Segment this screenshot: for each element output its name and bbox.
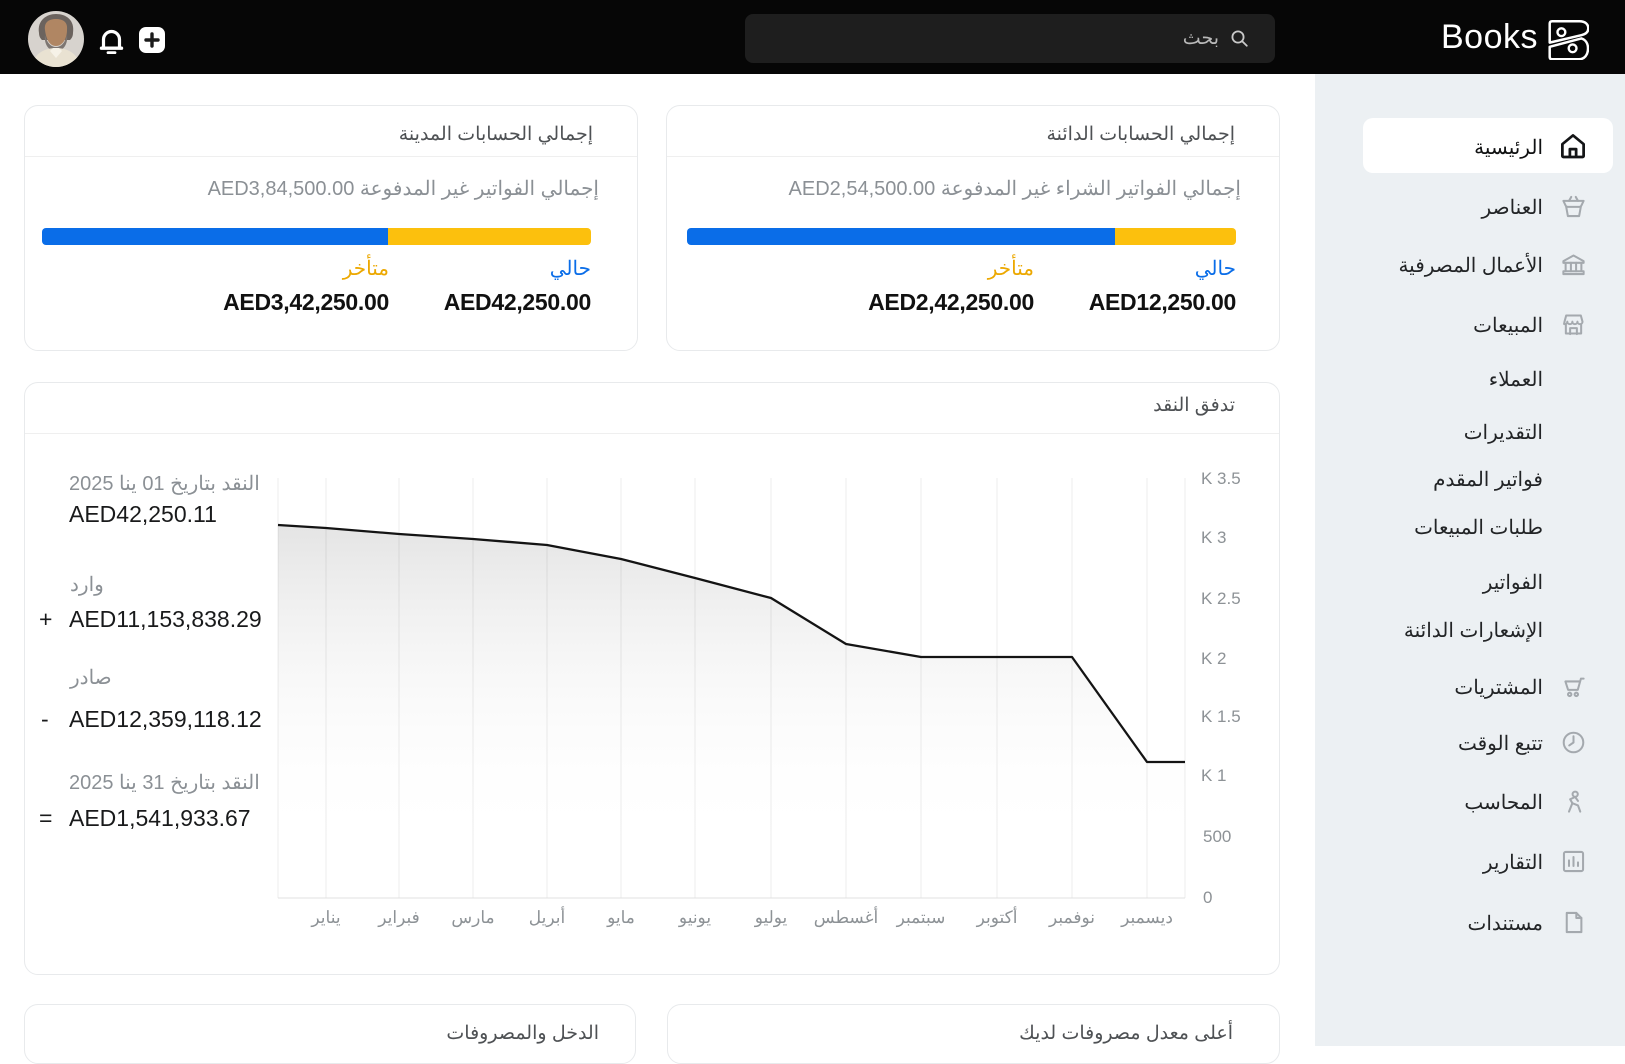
svg-text:سبتمبر: سبتمبر [896,908,946,928]
svg-text:K 2.5: K 2.5 [1201,589,1241,608]
svg-text:أغسطس: أغسطس [814,906,878,928]
svg-text:يوليو: يوليو [754,908,788,928]
svg-text:يونيو: يونيو [678,908,711,928]
svg-text:500: 500 [1203,827,1231,846]
svg-text:K 1.5: K 1.5 [1201,707,1241,726]
svg-text:أكتوبر: أكتوبر [976,906,1018,928]
svg-text:يناير: يناير [310,908,340,928]
svg-text:0: 0 [1203,888,1212,907]
svg-text:K 1: K 1 [1201,766,1227,785]
svg-text:فبراير: فبراير [377,908,419,928]
svg-text:K 3: K 3 [1201,528,1227,547]
svg-text:K 2: K 2 [1201,649,1227,668]
svg-text:أبريل: أبريل [529,906,565,928]
svg-text:نوفمبر: نوفمبر [1048,908,1095,928]
svg-text:مارس: مارس [451,908,494,928]
svg-text:مايو: مايو [606,908,635,928]
svg-text:K 3.5: K 3.5 [1201,469,1241,488]
svg-text:ديسمبر: ديسمبر [1120,908,1173,928]
